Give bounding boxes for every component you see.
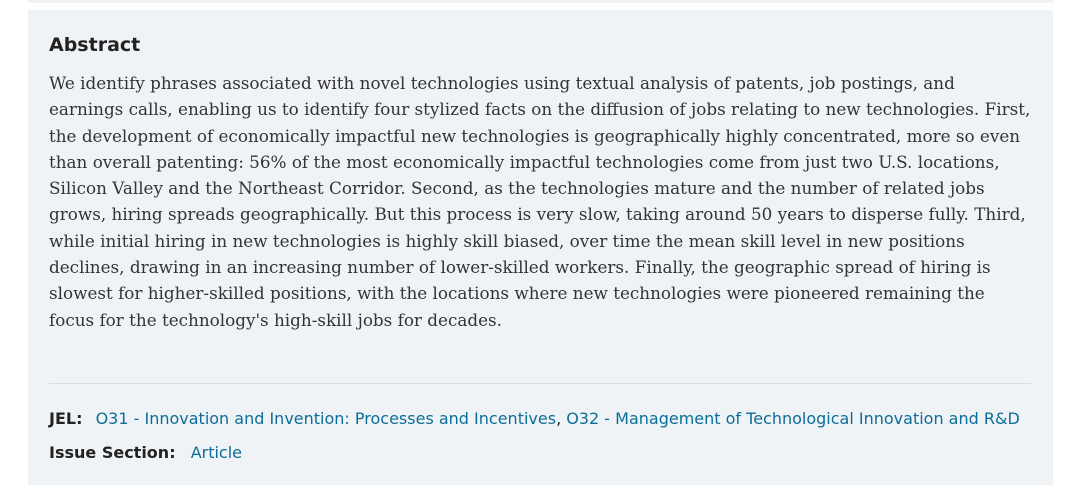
jel-separator: , [556, 409, 562, 428]
top-border [28, 0, 1053, 3]
jel-link-o32[interactable]: O32 - Management of Technological Innova… [566, 409, 1020, 428]
issue-section-row: Issue Section: Article [49, 442, 242, 464]
abstract-panel: Abstract We identify phrases associated … [28, 10, 1053, 485]
jel-row: JEL: O31 - Innovation and Invention: Pro… [49, 408, 1020, 430]
abstract-heading: Abstract [49, 34, 141, 56]
issue-section-link[interactable]: Article [190, 443, 243, 462]
jel-link-o31[interactable]: O31 - Innovation and Invention: Processe… [95, 409, 557, 428]
issue-section-label: Issue Section: [49, 443, 176, 462]
jel-label: JEL: [49, 409, 83, 428]
abstract-text: We identify phrases associated with nove… [49, 73, 1031, 330]
divider [49, 383, 1031, 384]
